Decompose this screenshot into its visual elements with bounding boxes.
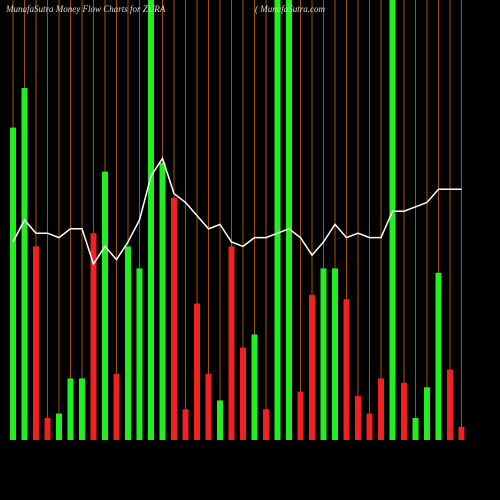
bar bbox=[435, 272, 442, 440]
chart-title: MunafaSutra Money Flow Charts for ZURA bbox=[5, 4, 166, 14]
bar bbox=[309, 294, 315, 440]
bar bbox=[159, 162, 166, 441]
bar bbox=[366, 413, 373, 440]
bar bbox=[263, 409, 269, 440]
bar bbox=[171, 198, 177, 440]
bar bbox=[125, 246, 131, 440]
chart-subtitle: ( MunafaSutra.com bbox=[255, 4, 325, 14]
bar bbox=[401, 382, 407, 440]
bar bbox=[251, 334, 258, 440]
bar bbox=[378, 378, 384, 440]
bar bbox=[205, 374, 212, 440]
bar bbox=[79, 378, 85, 440]
bars bbox=[10, 0, 465, 441]
money-flow-line bbox=[12, 156, 462, 266]
bar bbox=[182, 409, 189, 440]
lines bbox=[12, 156, 462, 266]
bar bbox=[90, 233, 97, 440]
bar bbox=[194, 303, 200, 440]
bar bbox=[355, 396, 361, 440]
bar bbox=[240, 347, 246, 440]
bar bbox=[21, 88, 28, 440]
bar bbox=[10, 127, 16, 440]
bar bbox=[286, 0, 292, 440]
bar bbox=[297, 391, 304, 440]
bar bbox=[44, 418, 51, 440]
bar bbox=[343, 299, 350, 440]
bar bbox=[320, 268, 327, 440]
bar bbox=[412, 418, 419, 440]
bar bbox=[148, 0, 154, 440]
bar bbox=[217, 400, 223, 440]
bar bbox=[458, 426, 465, 440]
bar bbox=[447, 369, 453, 440]
bar bbox=[102, 171, 108, 440]
bar bbox=[228, 246, 235, 440]
bar bbox=[33, 246, 39, 440]
bar bbox=[274, 0, 281, 440]
bar bbox=[389, 0, 396, 440]
bar bbox=[113, 374, 120, 440]
bar bbox=[424, 387, 430, 440]
bar bbox=[67, 378, 74, 440]
bar bbox=[56, 413, 62, 440]
bar bbox=[136, 268, 143, 440]
bar bbox=[332, 268, 338, 440]
